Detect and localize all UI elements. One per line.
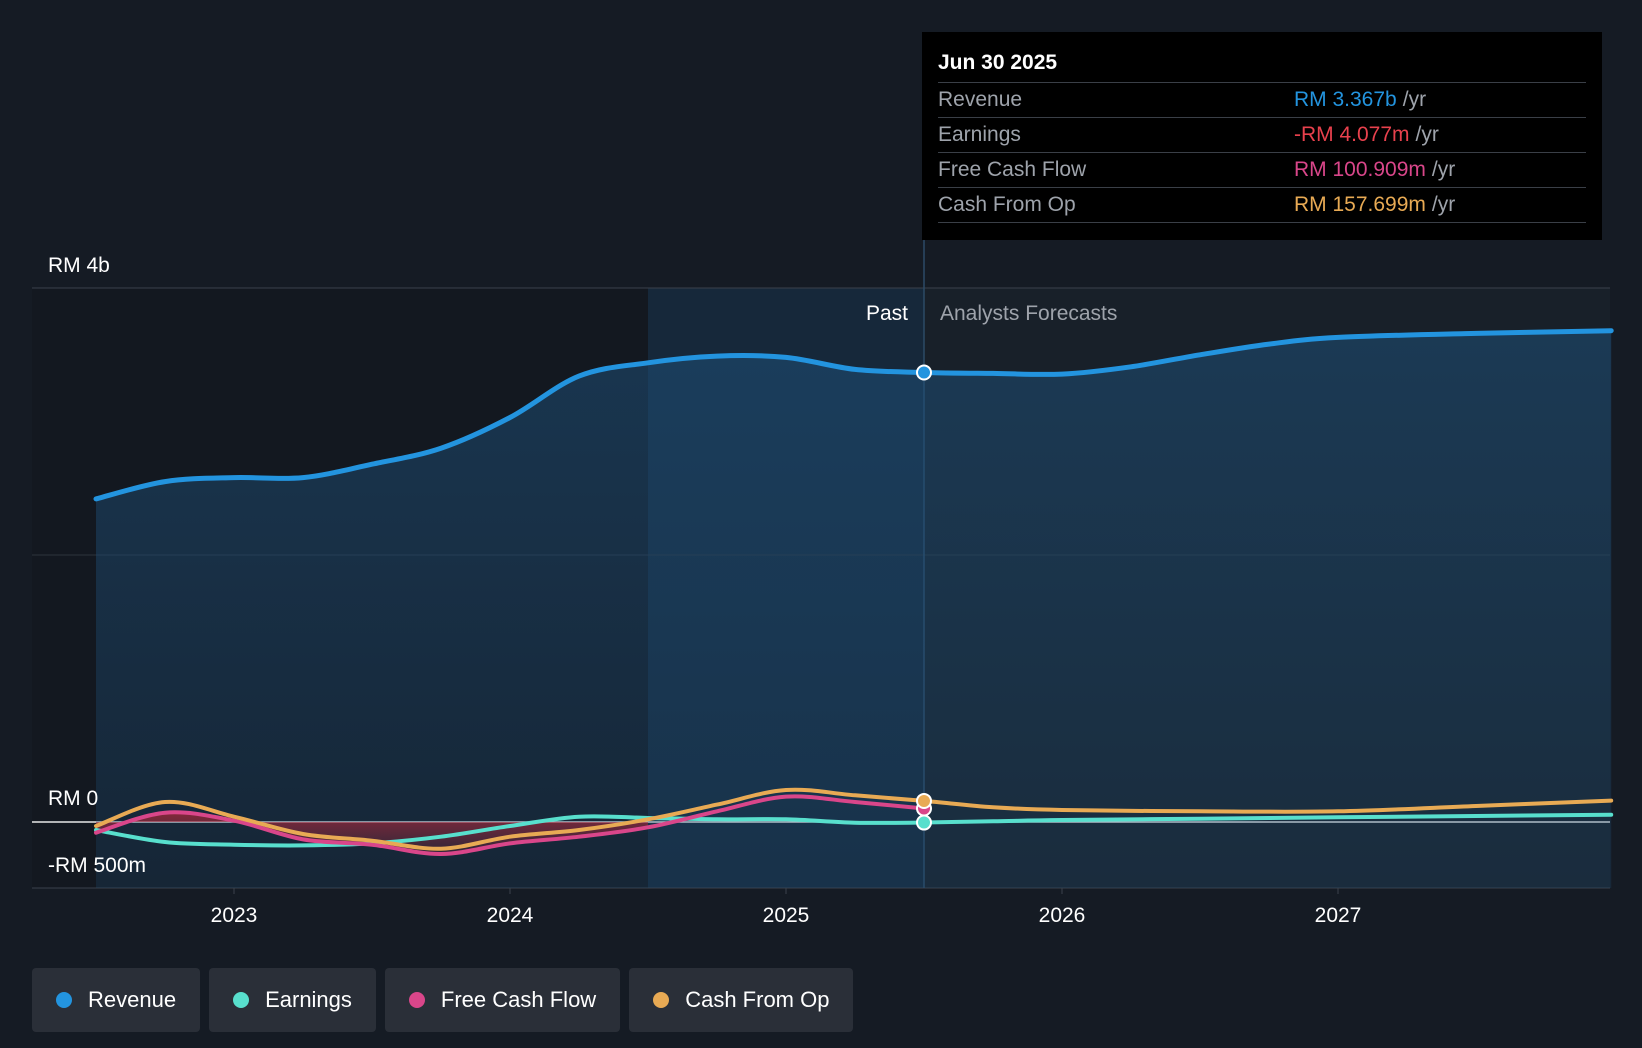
legend-dot-icon [56,992,72,1008]
legend-item-revenue[interactable]: Revenue [32,968,201,1032]
y-label-zero: RM 0 [48,787,98,810]
legend-label: Earnings [265,987,352,1012]
tooltip-date: Jun 30 2025 [938,46,1586,83]
legend-dot-icon [408,992,425,1008]
tooltip-unit: /yr [1415,123,1439,146]
tooltip-value: RM 3.367b [1294,88,1397,111]
revenue-marker [916,364,932,381]
revenue-line [93,328,1614,502]
x-tick-label: 2026 [1039,904,1086,927]
tooltip-label: Free Cash Flow [938,158,1087,181]
forecast-label: Analysts Forecasts [940,302,1117,325]
earnings-line [94,812,1614,848]
tooltip-row-earnings: Earnings -RM 4.077m /yr [938,118,1586,153]
tooltip-unit: /yr [1402,88,1427,111]
tooltip-row-cash-from-op: Cash From Op RM 157.699m /yr [938,188,1586,223]
legend-item-cash-from-op[interactable]: Cash From Op [629,968,854,1032]
tooltip-value: -RM 4.077m [1294,123,1410,146]
legend-item-earnings[interactable]: Earnings [209,968,376,1032]
tooltip-row-revenue: Revenue RM 3.367b /yr [938,83,1586,118]
tooltip-label: Earnings [938,123,1021,146]
cash-from-op-marker [916,792,932,809]
y-label-bottom: -RM 500m [48,854,146,877]
legend-dot-icon [233,992,250,1008]
tooltip-value: RM 157.699m [1294,193,1426,216]
tooltip-unit: /yr [1431,193,1456,216]
tooltip-label: Revenue [938,88,1023,111]
x-tick-label: 2024 [487,904,534,927]
y-label-top: RM 4b [48,254,110,277]
legend-label: Cash From Op [685,987,830,1012]
revenue-area [96,330,1612,888]
x-tick-label: 2027 [1315,904,1362,927]
earnings-marker [916,814,932,831]
tooltip-label: Cash From Op [938,193,1076,216]
legend-item-free-cash-flow[interactable]: Free Cash Flow [384,968,621,1032]
past-label: Past [866,302,908,325]
legend-dot-icon [653,992,670,1008]
tooltip-unit: /yr [1431,158,1456,181]
x-tick-label: 2025 [763,904,810,927]
legend-label: Free Cash Flow [440,987,597,1012]
cash-from-op-line [94,787,1614,851]
free-cash-flow-line [94,794,926,857]
tooltip-value: RM 100.909m [1294,158,1426,181]
x-tick-label: 2023 [211,904,258,927]
tooltip-row-free-cash-flow: Free Cash Flow RM 100.909m /yr [938,153,1586,188]
legend: Revenue Earnings Free Cash Flow Cash Fro… [32,968,854,1032]
tooltip: Jun 30 2025 Revenue RM 3.367b /yr Earnin… [922,32,1602,240]
legend-label: Revenue [88,987,177,1012]
negative-fill [96,812,648,855]
